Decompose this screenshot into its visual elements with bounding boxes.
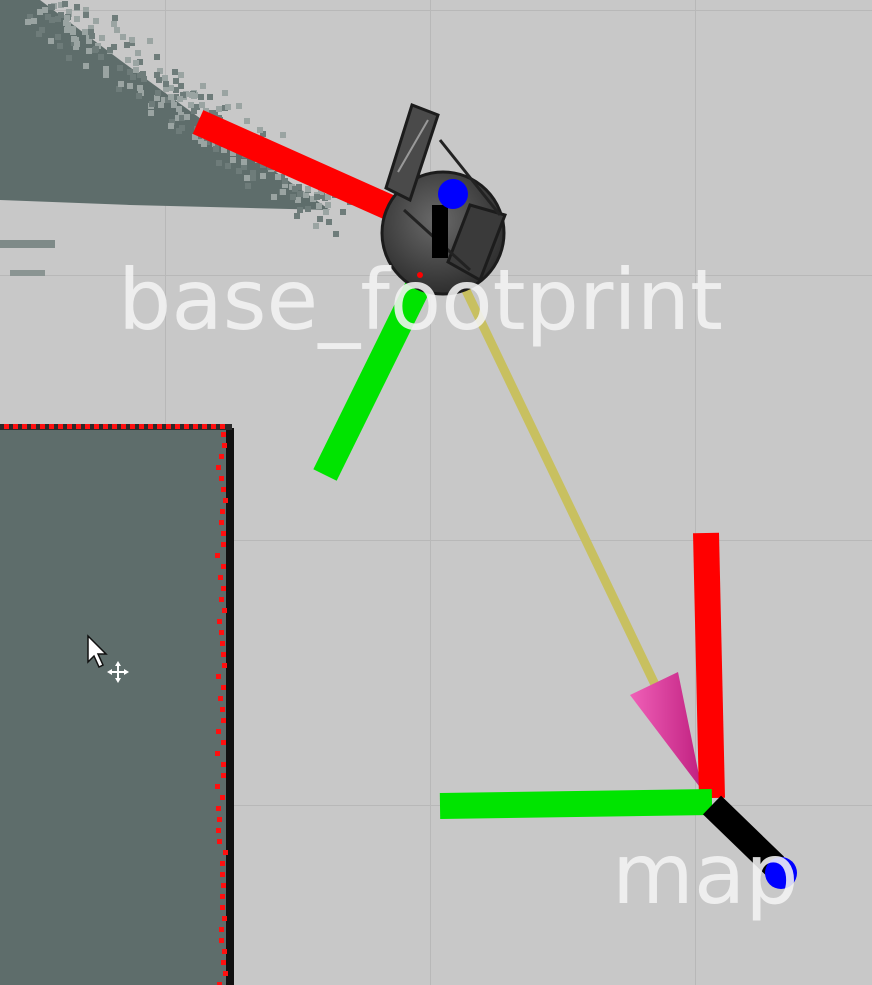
laser-scan-point bbox=[211, 424, 216, 429]
laser-scan-point bbox=[22, 424, 27, 429]
laser-scan-point bbox=[219, 927, 224, 932]
laser-scan-point bbox=[222, 916, 227, 921]
map-y-axis bbox=[439, 789, 713, 819]
laser-scan-point bbox=[221, 883, 226, 888]
map-x-axis bbox=[693, 532, 725, 799]
laser-scan-point bbox=[220, 861, 225, 866]
laser-scan-point bbox=[215, 553, 220, 558]
laser-scan-point bbox=[112, 424, 117, 429]
laser-scan-point bbox=[67, 424, 72, 429]
laser-scan-point bbox=[216, 465, 221, 470]
laser-scan-point bbox=[221, 487, 226, 492]
laser-scan-point bbox=[217, 982, 222, 985]
laser-scan-point bbox=[216, 828, 221, 833]
laser-scan-point bbox=[222, 949, 227, 954]
laser-scan-point bbox=[139, 424, 144, 429]
laser-scan-point bbox=[216, 674, 221, 679]
base-x-axis bbox=[192, 110, 401, 222]
laser-scan-point bbox=[148, 424, 153, 429]
laser-scan-point bbox=[221, 762, 226, 767]
map-z-axis-shadow bbox=[702, 795, 785, 876]
laser-scan-point bbox=[222, 443, 227, 448]
laser-scan-point bbox=[215, 751, 220, 756]
laser-scan-point bbox=[222, 663, 227, 668]
laser-scan-point bbox=[219, 454, 224, 459]
laser-scan-point bbox=[219, 630, 224, 635]
laser-scan-point bbox=[217, 817, 222, 822]
laser-scan-point bbox=[76, 424, 81, 429]
laser-scan-point bbox=[217, 619, 222, 624]
laser-scan-point bbox=[220, 424, 225, 429]
laser-scan-point bbox=[220, 509, 225, 514]
base-footprint-axes bbox=[192, 110, 442, 481]
laser-scan-point bbox=[220, 707, 225, 712]
laser-scan-point bbox=[58, 424, 63, 429]
laser-scan-point bbox=[31, 424, 36, 429]
laser-scan-point bbox=[221, 773, 226, 778]
base-z-axis-cap bbox=[438, 179, 468, 209]
laser-scan-point bbox=[217, 839, 222, 844]
laser-scan-point bbox=[219, 476, 224, 481]
laser-scan-point bbox=[103, 424, 108, 429]
laser-scan-point bbox=[215, 784, 220, 789]
laser-scan-point bbox=[221, 531, 226, 536]
laser-scan-point bbox=[220, 872, 225, 877]
laser-scan-point bbox=[175, 424, 180, 429]
laser-scan-point bbox=[220, 641, 225, 646]
laser-scan-point bbox=[221, 740, 226, 745]
laser-scan-point bbox=[223, 498, 228, 503]
laser-scan-point bbox=[219, 520, 224, 525]
laser-scan-point bbox=[221, 586, 226, 591]
map-z-axis-cap bbox=[765, 857, 797, 889]
laser-scan-point bbox=[218, 696, 223, 701]
laser-scan-point bbox=[202, 424, 207, 429]
laser-scan-point bbox=[216, 729, 221, 734]
laser-scan-point bbox=[218, 575, 223, 580]
laser-scan-point bbox=[157, 424, 162, 429]
laser-scan-point bbox=[221, 652, 226, 657]
laser-scan-point bbox=[223, 850, 228, 855]
mouse-pointer-icon bbox=[87, 634, 129, 683]
laser-scan-point bbox=[221, 685, 226, 690]
laser-scan-point bbox=[193, 424, 198, 429]
robot-icon[interactable] bbox=[380, 103, 507, 296]
laser-scan-point bbox=[220, 894, 225, 899]
laser-scan-point bbox=[219, 597, 224, 602]
move-cursor-icon bbox=[107, 661, 129, 683]
laser-scan-point bbox=[130, 424, 135, 429]
laser-scan-point bbox=[221, 718, 226, 723]
laser-scan-point bbox=[221, 960, 226, 965]
laser-scan-point bbox=[49, 424, 54, 429]
map-frame-axes bbox=[439, 532, 797, 889]
laser-scan-point bbox=[40, 424, 45, 429]
occupied-region-bottom bbox=[0, 424, 234, 985]
tf-arrow-head bbox=[630, 672, 702, 790]
laser-scan-point bbox=[220, 905, 225, 910]
laser-scan-point bbox=[222, 608, 227, 613]
laser-scan-point bbox=[13, 424, 18, 429]
laser-scan-point bbox=[219, 938, 224, 943]
laser-scan-point bbox=[221, 542, 226, 547]
laser-scan-point bbox=[223, 971, 228, 976]
laser-scan-point bbox=[221, 564, 226, 569]
laser-scan-point bbox=[184, 424, 189, 429]
base-y-axis bbox=[313, 256, 442, 481]
laser-scan-point bbox=[121, 424, 126, 429]
laser-scan-point bbox=[85, 424, 90, 429]
laser-scan-point bbox=[4, 424, 9, 429]
laser-scan-point bbox=[221, 432, 226, 437]
tf-link-line bbox=[457, 277, 665, 700]
laser-scan-point bbox=[220, 795, 225, 800]
laser-scan-point bbox=[166, 424, 171, 429]
laser-scan-point bbox=[94, 424, 99, 429]
laser-scan-point bbox=[216, 806, 221, 811]
laser-scan-points bbox=[4, 424, 228, 985]
